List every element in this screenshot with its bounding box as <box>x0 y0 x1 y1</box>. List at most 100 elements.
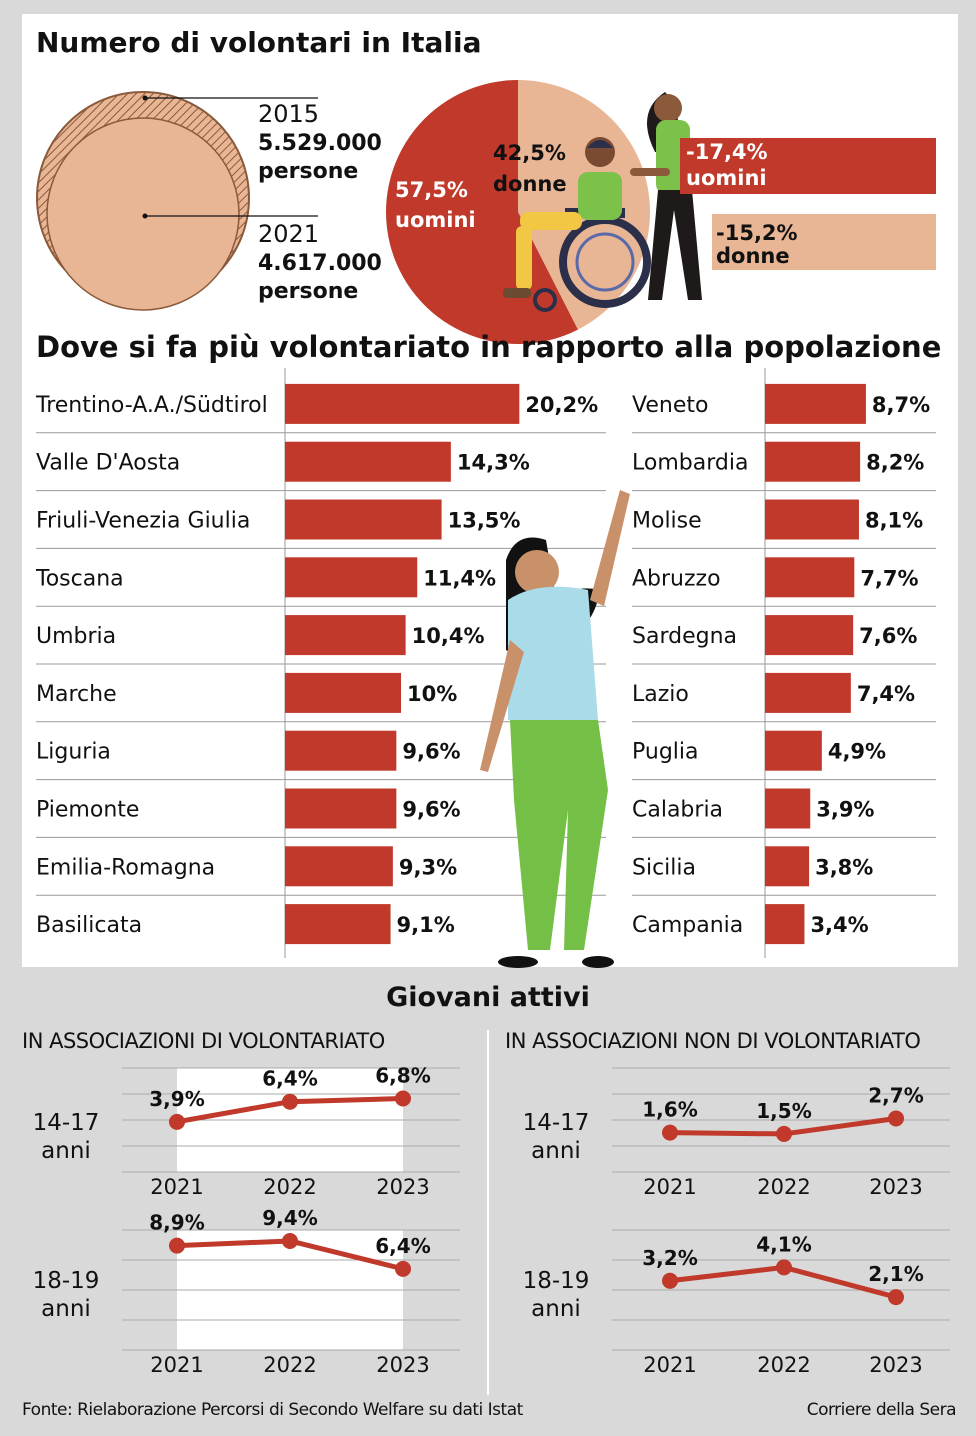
line-point-label: 8,9% <box>149 1211 204 1235</box>
year-2021: 2021 <box>258 220 319 248</box>
region-label: Veneto <box>632 393 708 418</box>
region-label: Sardegna <box>632 624 737 649</box>
region-label: Puglia <box>632 740 699 765</box>
youth-left-title: IN ASSOCIAZIONI DI VOLONTARIATO <box>22 1029 385 1053</box>
region-bar <box>285 672 401 713</box>
region-label: Valle D'Aosta <box>36 451 180 476</box>
line-point <box>888 1110 904 1127</box>
right-age2-line1: 18-19 <box>523 1268 590 1294</box>
region-label: Molise <box>632 509 702 534</box>
line-point-label: 3,2% <box>642 1246 697 1270</box>
line-point-label: 6,4% <box>375 1234 430 1258</box>
right-age2-line2: anni <box>531 1296 581 1322</box>
regions-bar-chart: Trentino-A.A./Südtirol 20,2% Valle D'Aosta… <box>35 368 936 958</box>
region-bar <box>765 557 855 598</box>
pie-women-pct: 42,5% <box>493 141 566 165</box>
year-2015: 2015 <box>258 100 319 128</box>
region-bar <box>285 788 397 829</box>
region-label: Trentino-A.A./Südtirol <box>35 393 268 418</box>
leader-dot-2015 <box>142 95 148 101</box>
region-value-label: 9,1% <box>397 913 455 937</box>
region-label: Calabria <box>632 798 723 823</box>
line-point-label: 2,7% <box>868 1083 923 1107</box>
line-point <box>662 1272 678 1289</box>
region-value-label: 14,3% <box>457 451 530 475</box>
line-point-label: 9,4% <box>262 1206 317 1230</box>
region-label: Sicilia <box>632 855 696 880</box>
region-value-label: 13,5% <box>448 509 521 533</box>
region-label: Lombardia <box>632 451 748 476</box>
region-label: Toscana <box>35 566 124 591</box>
region-value-label: 20,2% <box>525 393 598 417</box>
region-bar <box>765 615 854 656</box>
left-age1-line1: 14-17 <box>33 1110 100 1136</box>
line-tick-label: 2023 <box>869 1353 922 1377</box>
region-value-label: 10,4% <box>412 624 485 648</box>
line-tick-label: 2023 <box>376 1353 429 1377</box>
line-point <box>776 1125 792 1142</box>
region-bar <box>285 846 393 887</box>
region-bar <box>765 441 861 482</box>
men-change-label: uomini <box>686 166 767 190</box>
men-change-value: -17,4% <box>686 140 768 164</box>
region-bar <box>765 788 811 829</box>
region-value-label: 11,4% <box>423 566 496 590</box>
region-bar <box>285 441 451 482</box>
line-tick-label: 2021 <box>150 1353 203 1377</box>
region-bar <box>285 383 520 424</box>
unit-2015: persone <box>258 159 358 184</box>
right-age1-line2: anni <box>531 1138 581 1164</box>
right-age1-line1: 14-17 <box>523 1110 590 1136</box>
line-tick-label: 2021 <box>643 1175 696 1199</box>
leader-dot-2021 <box>142 213 148 219</box>
region-bar <box>765 846 810 887</box>
region-value-label: 3,4% <box>810 913 868 937</box>
region-value-label: 9,3% <box>399 855 457 879</box>
line-tick-label: 2022 <box>757 1175 810 1199</box>
region-label: Abruzzo <box>632 566 721 591</box>
region-value-label: 9,6% <box>402 740 460 764</box>
region-value-label: 4,9% <box>828 740 886 764</box>
region-bar <box>765 672 851 713</box>
circle-2021 <box>46 117 240 311</box>
region-value-label: 7,7% <box>860 566 918 590</box>
line-point-label: 3,9% <box>149 1087 204 1111</box>
line-point <box>395 1260 411 1277</box>
pie-women-label: donne <box>493 172 567 196</box>
region-label: Lazio <box>632 682 689 707</box>
line-tick-label: 2021 <box>150 1175 203 1199</box>
region-label: Umbria <box>36 624 116 649</box>
region-label: Marche <box>36 682 117 707</box>
region-value-label: 7,6% <box>859 624 917 648</box>
youth-right-title: IN ASSOCIAZIONI NON DI VOLONTARIATO <box>505 1029 920 1053</box>
line-point-label: 2,1% <box>868 1262 923 1286</box>
region-value-label: 8,7% <box>872 393 930 417</box>
region-bar <box>765 904 805 945</box>
youth-line-charts: 2021 2022 2023 3,9% 6,4% 6,8% 2021 2022 2023 8,9%… <box>122 1063 950 1377</box>
left-age2-line2: anni <box>41 1296 91 1322</box>
region-label: Emilia-Romagna <box>36 855 215 880</box>
value-2015: 5.529.000 <box>258 131 382 156</box>
region-label: Basilicata <box>36 913 142 938</box>
line-point <box>888 1289 904 1306</box>
line-point-label: 1,6% <box>642 1098 697 1122</box>
line-point <box>662 1124 678 1141</box>
line-point-label: 6,8% <box>375 1063 430 1087</box>
region-value-label: 9,6% <box>402 798 460 822</box>
line-point <box>282 1093 298 1110</box>
region-bar <box>765 730 822 771</box>
women-change-bar <box>712 214 936 270</box>
region-value-label: 7,4% <box>857 682 915 706</box>
wheelchair-illustration <box>503 137 651 312</box>
line-point-label: 6,4% <box>262 1067 317 1091</box>
line-tick-label: 2023 <box>376 1175 429 1199</box>
waving-woman-illustration <box>480 490 630 968</box>
line-point <box>282 1232 298 1249</box>
region-label: Campania <box>632 913 743 938</box>
pie-men-pct: 57,5% <box>395 178 468 202</box>
region-value-label: 10% <box>407 682 457 706</box>
region-bar <box>765 383 866 424</box>
region-value-label: 3,8% <box>815 855 873 879</box>
